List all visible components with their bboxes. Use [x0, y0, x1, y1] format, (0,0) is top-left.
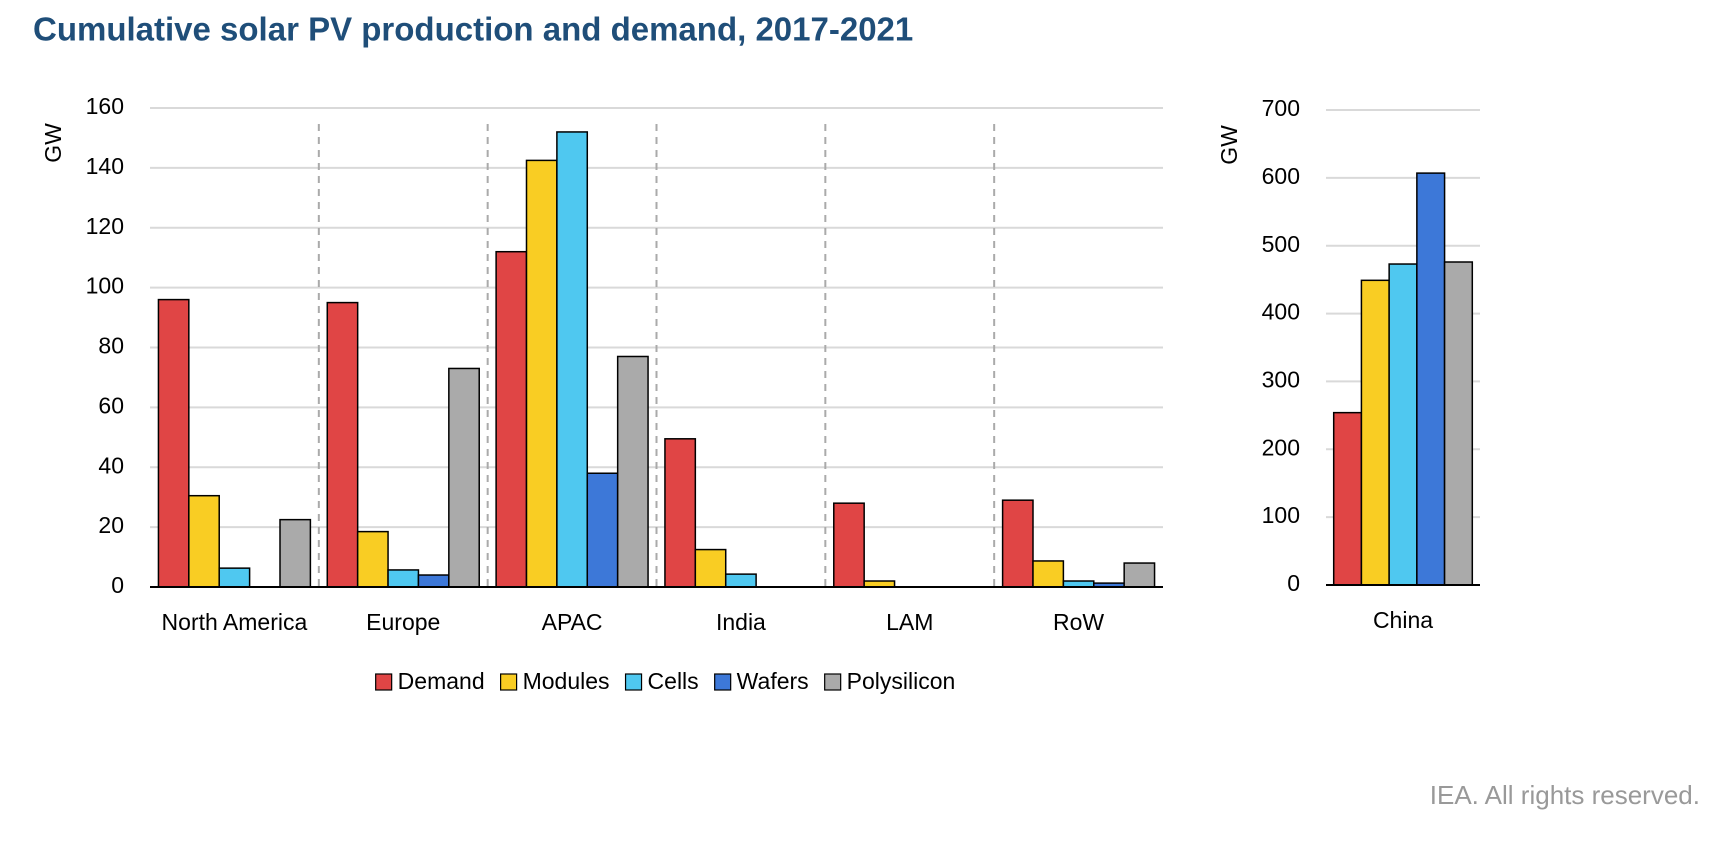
y-tick-label: 500: [1262, 231, 1300, 257]
bar: [218, 567, 251, 588]
bar: [1360, 279, 1390, 586]
y-tick-label: 0: [111, 572, 124, 598]
legend-swatch: [500, 673, 518, 691]
bar: [1416, 172, 1446, 586]
y-axis-label: GW: [1216, 125, 1242, 165]
y-tick-label: 0: [1287, 570, 1300, 596]
bar: [417, 574, 450, 588]
bar: [833, 502, 865, 588]
legend-label: Cells: [648, 668, 699, 694]
bar: [664, 438, 697, 588]
y-tick-label: 700: [1262, 95, 1300, 121]
bar: [157, 298, 190, 588]
legend-swatch: [375, 673, 393, 691]
bar: [724, 573, 757, 588]
bar: [556, 131, 589, 588]
bar: [448, 367, 480, 588]
y-axis-label: GW: [40, 123, 66, 163]
bar: [356, 530, 389, 588]
bar: [188, 494, 220, 588]
legend-swatch: [824, 673, 842, 691]
bar: [1032, 560, 1065, 588]
bar: [495, 250, 528, 588]
bar: [1443, 261, 1474, 586]
x-tick-label: India: [715, 609, 766, 635]
bar: [616, 355, 649, 588]
x-tick-label: APAC: [541, 609, 603, 635]
y-tick-label: 100: [1262, 502, 1300, 528]
source: IEA. All rights reserved.: [1430, 780, 1700, 810]
y-tick-label: 400: [1262, 299, 1300, 325]
x-tick-label: Europe: [366, 609, 441, 635]
bar: [1123, 562, 1156, 588]
bar: [525, 159, 558, 588]
bar: [387, 569, 420, 588]
legend-label: Polysilicon: [847, 668, 956, 694]
legend-label: Demand: [398, 668, 485, 694]
bar: [694, 548, 727, 588]
y-tick-label: 160: [86, 93, 124, 119]
bar: [586, 472, 619, 588]
y-tick-label: 200: [1262, 434, 1300, 460]
y-tick-label: 80: [98, 333, 124, 359]
y-tick-label: 300: [1262, 367, 1300, 393]
x-tick-label: RoW: [1053, 609, 1105, 635]
y-tick-label: 100: [86, 273, 124, 299]
bar: [1001, 499, 1034, 588]
legend-swatch: [624, 673, 643, 691]
bar: [1332, 411, 1363, 586]
x-tick-label: LAM: [886, 609, 934, 635]
y-tick-label: 40: [98, 452, 124, 478]
legend-swatch: [714, 673, 732, 691]
x-tick-label: China: [1372, 607, 1434, 633]
bar: [1388, 263, 1418, 586]
x-tick-label: North America: [161, 609, 308, 635]
legend-label: Modules: [523, 668, 610, 694]
y-tick-label: 600: [1262, 163, 1300, 189]
bar: [326, 301, 359, 588]
y-tick-label: 120: [86, 213, 124, 239]
y-tick-label: 60: [98, 392, 124, 418]
y-tick-label: 140: [86, 153, 124, 179]
chart-title: Cumulative solar PV production and deman…: [33, 11, 913, 48]
y-tick-label: 20: [98, 512, 124, 538]
legend-label: Wafers: [737, 668, 809, 694]
bar: [279, 518, 312, 588]
